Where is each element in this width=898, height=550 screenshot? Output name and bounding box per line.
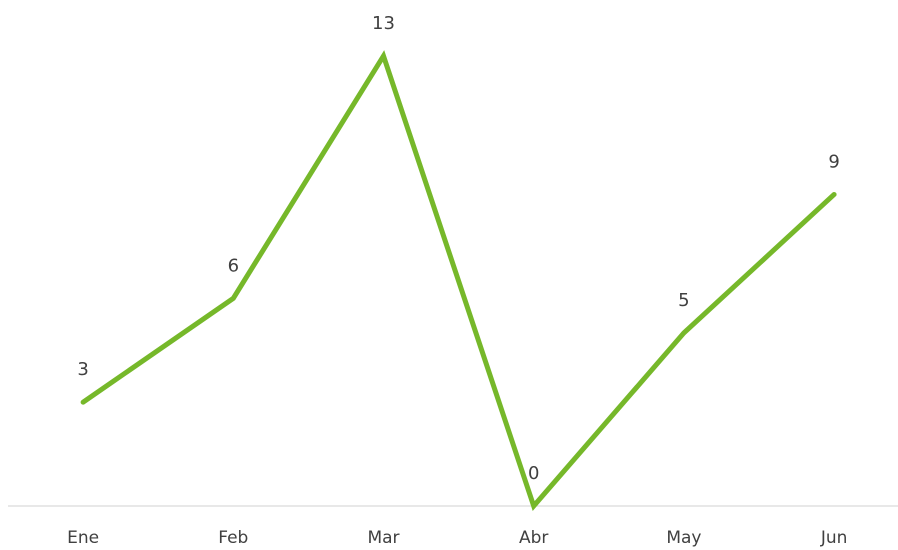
x-tick-label: Feb <box>218 528 248 548</box>
data-label: 9 <box>828 151 839 172</box>
data-label: 6 <box>228 255 239 276</box>
data-label: 13 <box>372 13 395 34</box>
x-tick-label: Jun <box>820 528 848 548</box>
x-tick-label: Abr <box>519 528 548 548</box>
data-label: 5 <box>678 290 689 311</box>
x-tick-label: Mar <box>367 528 399 548</box>
data-label: 0 <box>528 463 539 484</box>
x-tick-label: Ene <box>67 528 99 548</box>
x-tick-label: May <box>666 528 701 548</box>
line <box>80 50 837 511</box>
data-label: 3 <box>77 359 88 380</box>
